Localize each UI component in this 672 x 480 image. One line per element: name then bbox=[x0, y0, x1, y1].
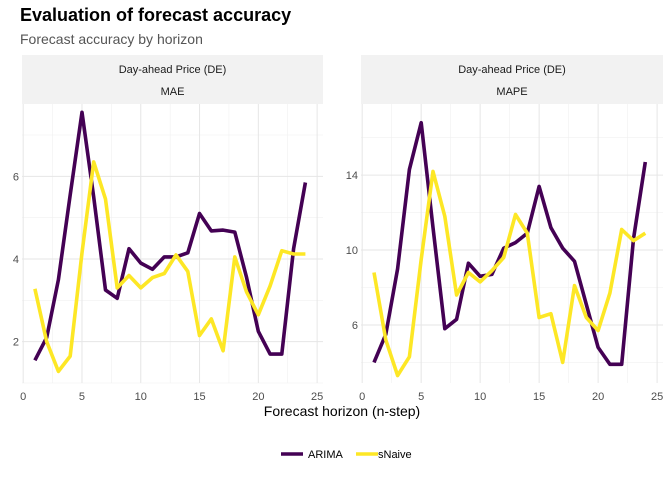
facet-strip bbox=[361, 55, 663, 104]
legend: ARIMA sNaive bbox=[281, 449, 412, 461]
facet-panel-mape: Day-ahead Price (DE) MAPE 6 10 14 0 5 10 15 20 25 bbox=[346, 55, 663, 403]
y-tick-label: 2 bbox=[13, 337, 19, 349]
facet-strip-title: Day-ahead Price (DE) bbox=[458, 64, 566, 76]
y-tick-label: 4 bbox=[13, 254, 19, 266]
facet-strip-title: Day-ahead Price (DE) bbox=[119, 64, 227, 76]
series-line-snaive bbox=[372, 169, 647, 378]
facet-strip bbox=[22, 55, 323, 104]
x-tick-label: 20 bbox=[592, 391, 604, 403]
y-tick-label: 6 bbox=[13, 171, 19, 183]
facet-strip-metric: MAE bbox=[161, 86, 185, 98]
x-tick-label: 10 bbox=[474, 391, 486, 403]
x-tick-label: 5 bbox=[418, 391, 424, 403]
x-tick-label: 5 bbox=[79, 391, 85, 403]
x-tick-label: 0 bbox=[359, 391, 365, 403]
x-tick-label: 10 bbox=[135, 391, 147, 403]
x-tick-label: 0 bbox=[20, 391, 26, 403]
x-tick-label: 15 bbox=[533, 391, 545, 403]
y-tick-label: 10 bbox=[346, 245, 358, 257]
facet-panel-mae: Day-ahead Price (DE) MAE 2 4 6 0 5 10 15 20 25 bbox=[13, 55, 323, 403]
y-tick-label: 14 bbox=[346, 170, 358, 182]
series-line-arima bbox=[33, 110, 308, 362]
y-tick-label: 6 bbox=[352, 320, 358, 332]
x-axis-title: Forecast horizon (n-step) bbox=[264, 403, 420, 419]
x-tick-label: 15 bbox=[193, 391, 205, 403]
legend-label-arima: ARIMA bbox=[308, 449, 344, 461]
page-title: Evaluation of forecast accuracy bbox=[20, 5, 292, 25]
facet-strip-metric: MAPE bbox=[496, 86, 527, 98]
x-tick-label: 25 bbox=[311, 391, 323, 403]
legend-label-snaive: sNaive bbox=[378, 449, 412, 461]
series-line-snaive bbox=[33, 160, 306, 374]
x-tick-label: 25 bbox=[651, 391, 663, 403]
page-subtitle: Forecast accuracy by horizon bbox=[20, 31, 203, 47]
series-line-arima bbox=[372, 120, 648, 367]
x-tick-label: 20 bbox=[252, 391, 264, 403]
